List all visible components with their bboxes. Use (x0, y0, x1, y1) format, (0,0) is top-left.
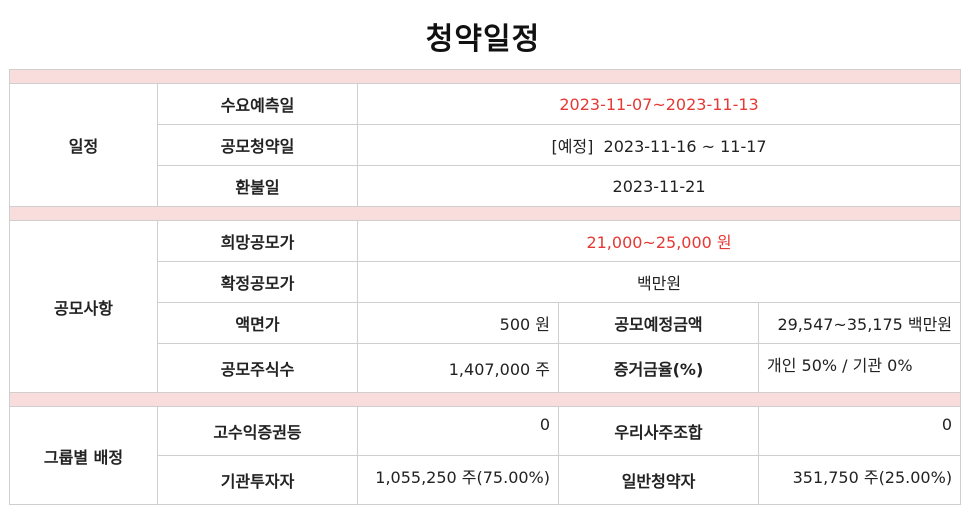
table-row: 액면가 500 원 공모예정금액 29,547~35,175 백만원 (10, 302, 962, 344)
table-row: 환불일 2023-11-21 (10, 165, 962, 207)
retail-subscribers-value: 351,750 주(25.00%) (757, 455, 962, 505)
high-yield-label: 고수익증권등 (157, 406, 358, 456)
page-title: 청약일정 (425, 22, 541, 57)
par-value-value: 500 원 (357, 302, 559, 344)
table-row: 공모주식수 1,407,000 주 증거금율(%) 개인 50% / 기관 0% (10, 343, 962, 393)
high-yield-value: 0 (357, 406, 559, 456)
offered-shares-label: 공모주식수 (157, 343, 358, 393)
confirmed-price-value: 백만원 (356, 261, 962, 303)
subscription-date-label: 공모청약일 (157, 124, 358, 166)
offered-shares-value: 1,407,000 주 (357, 343, 559, 393)
margin-rate-value: 개인 50% / 기관 0% (757, 343, 962, 393)
section-label-allocation: 그룹별 배정 (9, 406, 158, 505)
desired-price-value: 21,000~25,000 원 (356, 220, 962, 262)
margin-rate-label: 증거금율(%) (558, 343, 759, 393)
subscription-date-value: [예정] 2023-11-16 ~ 11-17 (356, 124, 962, 166)
retail-subscribers-label: 일반청약자 (558, 455, 759, 505)
section-label-schedule: 일정 (9, 83, 158, 207)
planned-amount-label: 공모예정금액 (558, 302, 759, 344)
table-row: 일정 수요예측일 2023-11-07~2023-11-13 (9, 83, 962, 207)
separator-row (8, 206, 962, 221)
demand-forecast-label: 수요예측일 (157, 83, 358, 125)
refund-date-label: 환불일 (157, 165, 358, 207)
table-row: 확정공모가 백만원 (10, 261, 962, 303)
separator-row (8, 392, 962, 407)
employee-union-value: 0 (757, 406, 962, 456)
par-value-label: 액면가 (157, 302, 358, 344)
desired-price-label: 희망공모가 (157, 220, 358, 262)
demand-forecast-value: 2023-11-07~2023-11-13 (356, 83, 962, 125)
planned-amount-value: 29,547~35,175 백만원 (757, 302, 962, 344)
institutional-investors-value: 1,055,250 주(75.00%) (357, 455, 559, 505)
confirmed-price-label: 확정공모가 (157, 261, 358, 303)
institutional-investors-label: 기관투자자 (157, 455, 358, 505)
table-row: 공모사항 희망공모가 21,000~25,000 원 (9, 220, 962, 393)
refund-date-value: 2023-11-21 (356, 165, 962, 207)
section-label-offering: 공모사항 (9, 220, 158, 393)
table-row: 공모청약일 [예정] 2023-11-16 ~ 11-17 (10, 124, 962, 166)
table-row: 그룹별 배정 고수익증권등 0 우리사주조합 0 (9, 406, 962, 505)
table-row: 기관투자자 1,055,250 주(75.00%) 일반청약자 351,750 … (10, 455, 962, 505)
separator-row (8, 69, 962, 84)
employee-union-label: 우리사주조합 (558, 406, 759, 456)
subscription-schedule-table: 일정 수요예측일 2023-11-07~2023-11-13 공모청약일 [예정… (8, 69, 962, 505)
